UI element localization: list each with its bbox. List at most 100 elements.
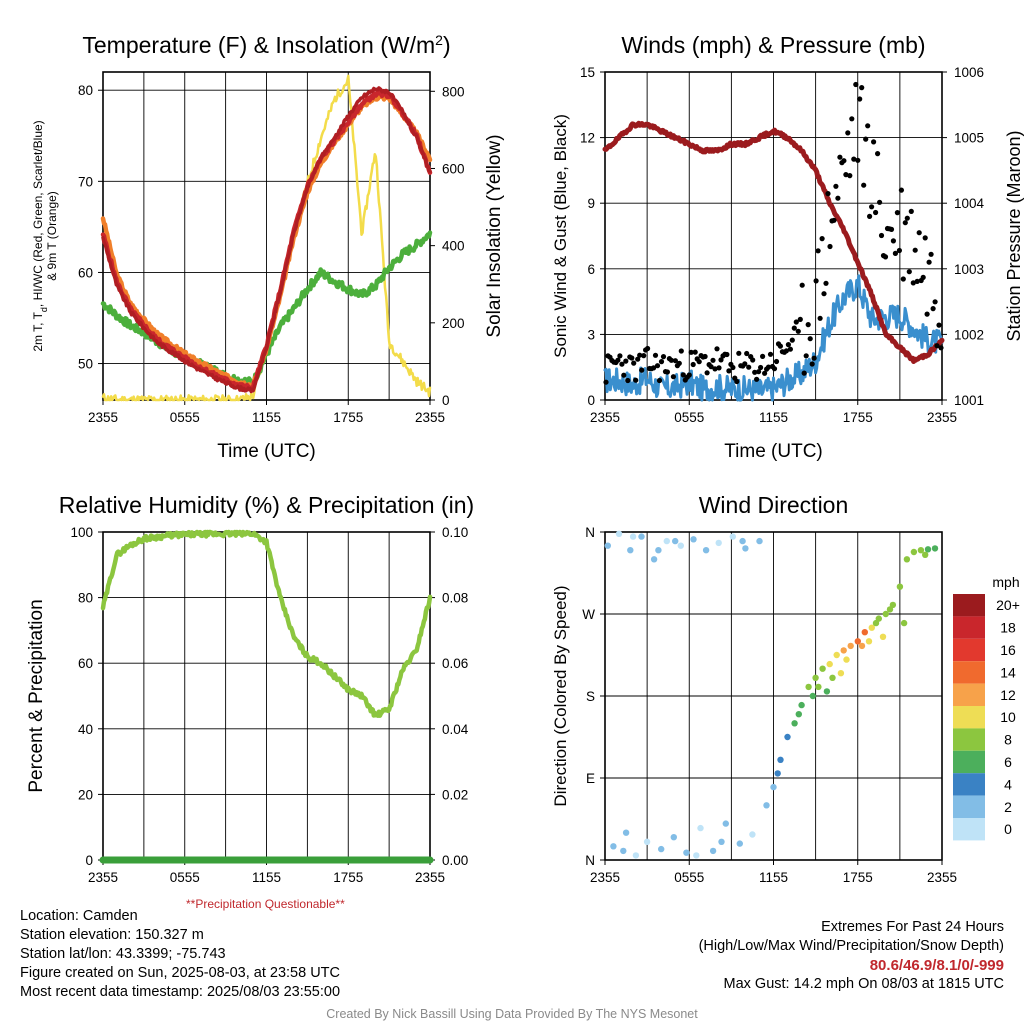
gust-point xyxy=(912,247,918,253)
extremes-info: Extremes For Past 24 Hours (High/Low/Max… xyxy=(699,918,1004,994)
gust-point xyxy=(809,361,815,367)
y-right-tick-label: 1005 xyxy=(954,131,984,146)
direction-point xyxy=(847,642,854,650)
gust-point xyxy=(867,213,873,219)
colorbar-swatch xyxy=(953,683,985,706)
colorbar-label: 2 xyxy=(1004,799,1012,815)
gust-point xyxy=(845,130,851,136)
gust-point xyxy=(791,325,797,331)
gust-point xyxy=(894,210,901,216)
colorbar-swatch xyxy=(953,661,985,684)
colorbar-label: 16 xyxy=(1000,642,1016,658)
colorbar-swatch xyxy=(953,706,985,729)
colorbar-unit: mph xyxy=(992,574,1019,590)
gust-point xyxy=(805,322,811,328)
x-tick-label: 2355 xyxy=(415,410,445,425)
colorbar-label: 14 xyxy=(1000,664,1016,680)
gust-point xyxy=(710,357,716,363)
series-line-humidity xyxy=(100,529,433,718)
gust-point xyxy=(652,352,659,358)
gust-point xyxy=(861,182,867,188)
gust-point xyxy=(637,352,643,358)
gust-point xyxy=(878,232,885,239)
direction-point xyxy=(840,647,847,654)
x-tick-label: 2355 xyxy=(415,870,445,885)
direction-point xyxy=(627,547,634,554)
y-tick-label: 20 xyxy=(78,787,93,802)
x-axis-label: Time (UTC) xyxy=(217,441,316,462)
y-right-tick-label: 1002 xyxy=(954,327,984,342)
y-tick-label: N xyxy=(585,525,595,540)
direction-point xyxy=(749,831,756,838)
direction-point xyxy=(809,692,816,700)
gust-point xyxy=(916,230,922,236)
direction-point xyxy=(826,660,833,668)
gust-point xyxy=(795,328,801,334)
gust-point xyxy=(902,220,908,226)
gust-point xyxy=(821,291,827,297)
direction-point xyxy=(650,556,658,563)
gust-point xyxy=(758,364,764,371)
gust-point xyxy=(819,236,825,242)
gust-point xyxy=(712,366,718,372)
gust-point xyxy=(660,354,667,360)
y-right-tick-label: 0.08 xyxy=(442,591,468,606)
direction-point xyxy=(777,756,784,763)
colorbar-swatch xyxy=(953,638,985,662)
y-axis-label: Percent & Precipitation xyxy=(26,599,47,792)
gust-point xyxy=(815,248,821,254)
gust-point xyxy=(875,151,881,157)
gust-point xyxy=(635,356,641,362)
chart-title: Wind Direction xyxy=(699,492,849,518)
gust-point xyxy=(619,361,625,367)
gust-point xyxy=(789,337,795,343)
gust-point xyxy=(704,370,710,376)
colorbar-label: 20+ xyxy=(996,597,1020,613)
gust-point xyxy=(658,359,665,365)
gust-point xyxy=(936,322,942,328)
y-tick-label: 9 xyxy=(587,196,595,211)
gust-point xyxy=(900,276,906,282)
direction-point xyxy=(886,606,894,613)
direction-point xyxy=(805,683,812,691)
gust-point xyxy=(641,353,647,359)
direction-point xyxy=(795,711,802,718)
direction-point xyxy=(715,539,722,547)
gust-point xyxy=(849,116,855,122)
gust-point xyxy=(934,343,940,349)
y-right-tick-label: 1004 xyxy=(954,196,985,211)
y-right-tick-label: 200 xyxy=(442,316,465,331)
y-label-part: 2m T, T xyxy=(31,311,45,351)
gust-point xyxy=(835,195,841,201)
direction-point xyxy=(622,829,630,836)
gust-point xyxy=(793,319,799,325)
direction-point xyxy=(658,845,665,853)
direction-point xyxy=(823,688,831,695)
extremes-subtitle: (High/Low/Max Wind/Precipitation/Snow De… xyxy=(698,938,1004,954)
gust-point xyxy=(670,374,677,380)
chart-title: Relative Humidity (%) & Precipitation (i… xyxy=(59,492,474,518)
y-axis-label: Sonic Wind & Gust (Blue, Black) xyxy=(551,114,570,358)
direction-point xyxy=(865,638,873,645)
gust-point xyxy=(813,278,819,284)
gust-point xyxy=(767,351,774,357)
gust-point xyxy=(777,343,784,349)
gust-point xyxy=(692,349,698,355)
station-elevation: Station elevation: 150.327 m xyxy=(20,927,204,943)
direction-point xyxy=(896,583,904,590)
max-gust: Max Gust: 14.2 mph On 08/03 at 1815 UTC xyxy=(723,976,1004,992)
x-tick-label: 1155 xyxy=(759,410,788,425)
y-tick-label: 40 xyxy=(78,722,93,737)
title-end: ) xyxy=(443,32,451,58)
direction-point xyxy=(815,683,822,691)
gust-point xyxy=(841,158,847,164)
direction-point xyxy=(917,547,925,554)
x-tick-label: 2355 xyxy=(927,410,957,425)
direction-point xyxy=(729,533,736,540)
direction-point xyxy=(697,824,704,832)
gust-point xyxy=(654,363,661,369)
direction-point xyxy=(736,840,743,847)
gust-point xyxy=(938,345,944,351)
gust-point xyxy=(664,369,671,375)
gust-point xyxy=(730,364,736,371)
